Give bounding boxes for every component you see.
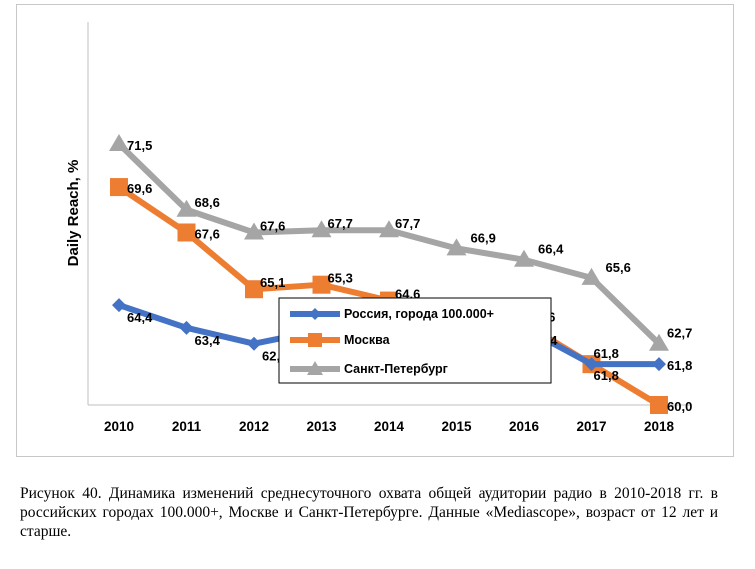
data-point	[177, 223, 196, 242]
x-tick-label: 2018	[644, 419, 675, 434]
data-label: 62,7	[667, 326, 692, 341]
data-label: 67,7	[328, 216, 353, 231]
data-point	[446, 238, 467, 256]
data-label: 61,8	[594, 346, 619, 361]
data-label: 67,6	[260, 218, 285, 233]
data-label: 61,8	[667, 358, 692, 373]
x-tick-label: 2011	[172, 419, 202, 434]
data-point	[650, 396, 668, 414]
data-point	[514, 249, 534, 267]
legend-label: Санкт-Петербург	[344, 362, 448, 376]
data-point	[244, 222, 264, 240]
chart-frame	[16, 4, 734, 457]
legend-marker	[308, 333, 322, 347]
legend-marker	[309, 308, 321, 320]
x-tick-label: 2014	[374, 419, 405, 434]
data-point	[109, 133, 129, 151]
x-tick-label: 2015	[441, 419, 472, 434]
data-label: 65,3	[328, 271, 353, 286]
data-label: 71,5	[127, 138, 152, 153]
data-label: 67,7	[395, 216, 420, 231]
x-tick-label: 2017	[576, 419, 606, 434]
legend-label: Москва	[344, 333, 391, 347]
data-point	[649, 333, 669, 351]
data-label: 63,4	[195, 333, 221, 348]
data-point	[110, 178, 128, 197]
data-point	[312, 275, 331, 294]
data-point	[179, 320, 194, 335]
data-point	[584, 357, 599, 372]
data-label: 61,8	[594, 368, 619, 383]
legend-label: Россия, города 100.000+	[344, 307, 494, 321]
data-label: 66,4	[538, 242, 564, 257]
data-point	[311, 220, 332, 238]
data-point	[652, 357, 666, 372]
x-tick-label: 2016	[509, 419, 540, 434]
x-tick-label: 2013	[306, 419, 337, 434]
data-label: 69,6	[127, 181, 152, 196]
data-point	[245, 280, 263, 299]
data-label: 65,6	[606, 260, 631, 275]
data-point	[581, 267, 602, 285]
x-tick-label: 2010	[104, 419, 134, 434]
data-point	[112, 298, 126, 313]
reach-line-chart: Daily Reach, % 2010 2011 2012 2013 2014 2015 20…	[65, 22, 692, 434]
data-point	[379, 220, 399, 238]
x-tick-label: 2012	[239, 419, 269, 434]
legend-marker	[307, 361, 323, 375]
y-axis-label: Daily Reach, %	[65, 160, 82, 267]
data-label: 68,6	[195, 195, 220, 210]
data-label: 60,0	[667, 399, 692, 414]
data-label: 66,9	[471, 230, 496, 245]
data-label: 65,1	[260, 275, 285, 290]
data-label: 64,4	[127, 310, 153, 325]
data-label: 67,6	[195, 226, 220, 241]
data-point	[247, 336, 261, 351]
data-point	[176, 199, 197, 217]
figure-caption: Рисунок 40. Динамика изменений среднесут…	[20, 485, 718, 540]
